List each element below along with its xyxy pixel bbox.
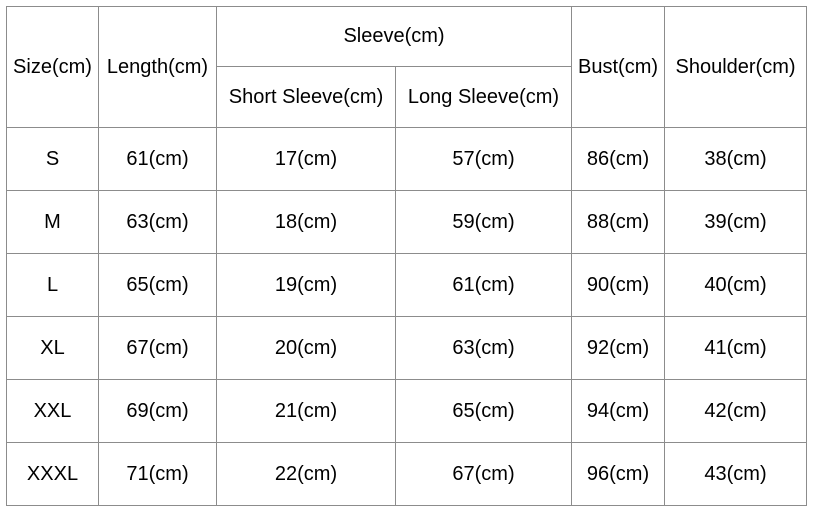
cell-size: M — [6, 190, 99, 254]
cell-shoulder: 43(cm) — [664, 442, 808, 506]
cell-long-sleeve: 59(cm) — [394, 190, 573, 254]
cell-length: 71(cm) — [98, 442, 217, 506]
cell-size: XXXL — [6, 442, 99, 506]
cell-bust: 96(cm) — [571, 442, 666, 506]
subheader-row: Short Sleeve(cm) Long Sleeve(cm) — [7, 66, 807, 128]
cell-size: L — [6, 253, 99, 317]
cell-short-sleeve: 21(cm) — [216, 379, 396, 443]
cell-shoulder: 39(cm) — [664, 190, 808, 254]
cell-long-sleeve: 67(cm) — [394, 442, 573, 506]
cell-shoulder: 41(cm) — [664, 316, 808, 380]
table-row: XL 67(cm) 20(cm) 63(cm) 92(cm) 41(cm) — [6, 316, 808, 380]
cell-short-sleeve: 17(cm) — [216, 127, 396, 191]
header-short-sleeve: Short Sleeve(cm) — [216, 66, 396, 128]
cell-short-sleeve: 18(cm) — [216, 190, 396, 254]
cell-long-sleeve: 65(cm) — [394, 379, 573, 443]
cell-long-sleeve: 61(cm) — [394, 253, 573, 317]
cell-long-sleeve: 63(cm) — [394, 316, 573, 380]
cell-size: XXL — [6, 379, 99, 443]
table-row: XXXL 71(cm) 22(cm) 67(cm) 96(cm) 43(cm) — [6, 442, 808, 506]
cell-bust: 90(cm) — [571, 253, 666, 317]
table-row: XXL 69(cm) 21(cm) 65(cm) 94(cm) 42(cm) — [6, 379, 808, 443]
cell-bust: 86(cm) — [571, 127, 666, 191]
header-length: Length(cm) — [98, 6, 217, 128]
cell-short-sleeve: 22(cm) — [216, 442, 396, 506]
cell-short-sleeve: 20(cm) — [216, 316, 396, 380]
cell-length: 67(cm) — [98, 316, 217, 380]
header-size: Size(cm) — [6, 6, 99, 128]
cell-bust: 88(cm) — [571, 190, 666, 254]
header-long-sleeve: Long Sleeve(cm) — [394, 66, 573, 128]
cell-short-sleeve: 19(cm) — [216, 253, 396, 317]
header-shoulder: Shoulder(cm) — [664, 6, 808, 128]
cell-length: 69(cm) — [98, 379, 217, 443]
cell-shoulder: 38(cm) — [664, 127, 808, 191]
cell-length: 65(cm) — [98, 253, 217, 317]
cell-length: 63(cm) — [98, 190, 217, 254]
cell-long-sleeve: 57(cm) — [394, 127, 573, 191]
cell-shoulder: 40(cm) — [664, 253, 808, 317]
table-row: L 65(cm) 19(cm) 61(cm) 90(cm) 40(cm) — [6, 253, 808, 317]
table-row: S 61(cm) 17(cm) 57(cm) 86(cm) 38(cm) — [6, 127, 808, 191]
header-row: Size(cm) Length(cm) Sleeve(cm) Bust(cm) … — [6, 6, 808, 128]
cell-length: 61(cm) — [98, 127, 217, 191]
cell-size: XL — [6, 316, 99, 380]
cell-shoulder: 42(cm) — [664, 379, 808, 443]
cell-size: S — [6, 127, 99, 191]
table-row: M 63(cm) 18(cm) 59(cm) 88(cm) 39(cm) — [6, 190, 808, 254]
cell-bust: 92(cm) — [571, 316, 666, 380]
cell-bust: 94(cm) — [571, 379, 666, 443]
header-sleeve: Sleeve(cm) — [215, 6, 573, 67]
size-chart-table: Size(cm) Length(cm) Sleeve(cm) Bust(cm) … — [6, 6, 808, 506]
header-bust: Bust(cm) — [571, 6, 666, 128]
